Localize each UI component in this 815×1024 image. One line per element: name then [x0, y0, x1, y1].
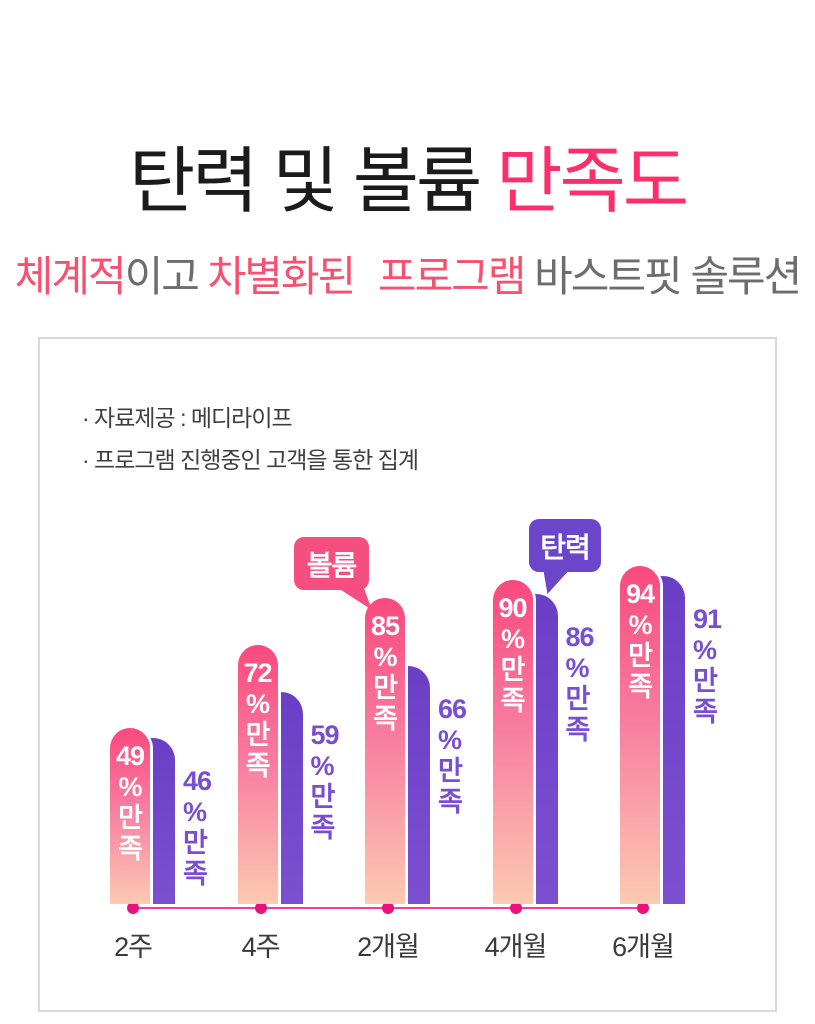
subtitle-part-2: 이고	[124, 253, 200, 300]
bar-value-label-elasticity: 86% 만 족	[565, 622, 595, 745]
subtitle-part-1: 체계적	[14, 253, 127, 300]
chart-area: 46% 만 족 49% 만 족 2주 59% 만 족 72% 만 족 4주 66% 만 족 85% 만 족 2개월 86%…	[40, 339, 775, 1010]
axis-dot	[382, 902, 394, 914]
bar-volume: 85% 만 족	[365, 598, 405, 904]
title-black-part: 탄력 및 볼륨	[129, 142, 482, 222]
axis-dot	[509, 902, 522, 914]
method-note: · 프로그램 진행중인 고객을 통한 집계	[82, 447, 419, 473]
axis-category-label: 2주	[114, 932, 153, 962]
bar-value-label-volume: 72% 만 족	[243, 658, 272, 781]
legend-bubble-elasticity: 탄력	[529, 519, 601, 572]
axis-category-label: 4개월	[484, 932, 548, 962]
axis-category-label: 4주	[241, 932, 281, 962]
axis-dot	[127, 902, 139, 914]
bar-value-label-volume: 94% 만 족	[625, 579, 655, 702]
subtitle-part-3: 차별화된	[207, 253, 357, 300]
bar-value-label-elasticity: 59% 만 족	[310, 720, 340, 843]
source-note: · 자료제공 : 메디라이프	[82, 405, 293, 431]
axis-dot	[254, 902, 267, 914]
subtitle-part-5: 바스트핏 솔루션	[534, 253, 802, 300]
bar-volume: 90% 만 족	[492, 580, 533, 904]
bar-volume: 72% 만 족	[237, 645, 278, 904]
bar-volume: 94% 만 족	[620, 566, 660, 904]
bar-value-label-elasticity: 91% 만 족	[693, 604, 722, 727]
subtitle-part-4: 프로그램	[377, 253, 527, 300]
title-pink-part: 만족도	[496, 142, 689, 222]
bar-volume: 49% 만 족	[110, 728, 150, 904]
legend-bubble-volume: 볼륨	[294, 537, 369, 590]
axis-category-label: 6개월	[612, 932, 675, 962]
page-title: 탄력 및 볼륨 만족도	[0, 122, 815, 227]
page-subtitle: 체계적이고 차별화된 프로그램 바스트핏 솔루션	[0, 243, 815, 304]
chart-panel: · 자료제공 : 메디라이프 · 프로그램 진행중인 고객을 통한 집계 46%…	[38, 337, 777, 1012]
bar-value-label-elasticity: 66% 만 족	[438, 694, 467, 817]
axis-dot	[637, 902, 649, 914]
bar-value-label-volume: 90% 만 족	[498, 593, 527, 716]
bar-value-label-volume: 85% 만 족	[370, 611, 400, 734]
bar-value-label-elasticity: 46% 만 족	[183, 766, 212, 889]
bar-value-label-volume: 49% 만 족	[115, 741, 145, 864]
axis-category-label: 2개월	[357, 932, 420, 962]
